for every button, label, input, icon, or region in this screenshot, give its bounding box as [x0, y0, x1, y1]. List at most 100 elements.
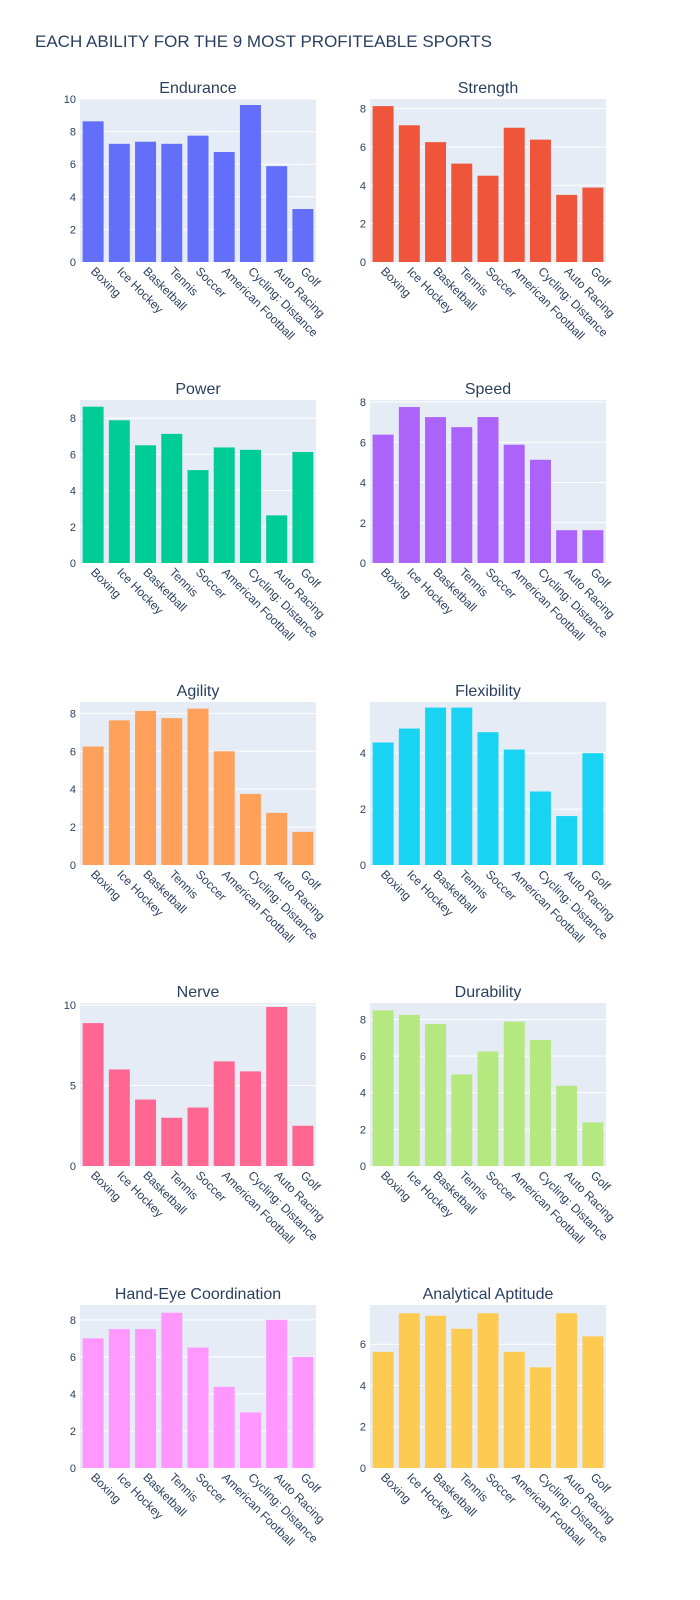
y-tick-label: 10 [64, 94, 76, 106]
bar [239, 793, 261, 865]
bar [82, 746, 104, 865]
bar [82, 1023, 104, 1166]
y-tick-label: 2 [70, 224, 76, 236]
bar [266, 1319, 288, 1468]
y-tick-label: 8 [70, 708, 76, 720]
bar [503, 1351, 525, 1468]
bar [477, 1051, 499, 1166]
bar [292, 1125, 314, 1166]
bar [239, 449, 261, 563]
bar [108, 720, 130, 865]
y-tick-label: 0 [70, 558, 76, 570]
bar [108, 1329, 130, 1468]
bar [398, 1313, 420, 1468]
bar [477, 417, 499, 563]
subplot-title: Durability [455, 984, 522, 1001]
bar [292, 1356, 314, 1468]
y-tick-label: 6 [70, 449, 76, 461]
subplot-title: Nerve [177, 984, 220, 1001]
bar [213, 1386, 235, 1468]
y-tick-label: 5 [70, 1081, 76, 1093]
bar [161, 433, 183, 563]
bar [582, 1122, 604, 1166]
bar [213, 1061, 235, 1166]
subplot-title: Speed [465, 381, 511, 398]
bar [292, 831, 314, 865]
bar [82, 1338, 104, 1468]
y-tick-label: 6 [360, 1051, 366, 1063]
bar [425, 142, 447, 262]
bar [135, 1099, 157, 1166]
y-tick-label: 4 [360, 1088, 366, 1100]
subplot-title: Agility [177, 683, 220, 700]
y-tick-label: 6 [70, 1352, 76, 1364]
y-tick-label: 4 [360, 748, 366, 760]
bar [213, 447, 235, 563]
bar [503, 749, 525, 865]
bar [425, 417, 447, 563]
y-tick-label: 4 [360, 180, 366, 192]
bar [582, 1336, 604, 1468]
bar [556, 1313, 578, 1468]
bar [266, 166, 288, 262]
bar [477, 175, 499, 262]
y-tick-label: 0 [360, 860, 366, 872]
bar [398, 407, 420, 563]
y-tick-label: 0 [360, 558, 366, 570]
y-tick-label: 4 [360, 478, 366, 490]
bar [213, 151, 235, 262]
y-tick-label: 0 [70, 1161, 76, 1173]
bar [556, 530, 578, 563]
bar [529, 1367, 551, 1468]
bar [398, 1014, 420, 1166]
y-tick-label: 8 [70, 127, 76, 139]
y-tick-label: 4 [70, 486, 76, 498]
bar [239, 1412, 261, 1468]
bar [135, 445, 157, 563]
bar [529, 139, 551, 262]
y-tick-label: 0 [70, 1463, 76, 1475]
bar [398, 728, 420, 865]
y-tick-label: 2 [70, 522, 76, 534]
y-tick-label: 8 [70, 1315, 76, 1327]
y-tick-label: 8 [360, 397, 366, 409]
bar [239, 105, 261, 262]
y-tick-label: 2 [70, 822, 76, 834]
bar [135, 141, 157, 262]
bar [161, 718, 183, 865]
bar [82, 406, 104, 563]
y-tick-label: 6 [360, 437, 366, 449]
y-tick-label: 6 [70, 159, 76, 171]
bar [372, 1010, 394, 1166]
bar [556, 816, 578, 865]
y-tick-label: 2 [360, 219, 366, 231]
y-tick-label: 2 [360, 1124, 366, 1136]
y-tick-label: 2 [360, 1422, 366, 1434]
y-tick-label: 4 [360, 1380, 366, 1392]
y-tick-label: 6 [360, 142, 366, 154]
bar [372, 742, 394, 865]
bar [529, 791, 551, 865]
y-tick-label: 0 [360, 257, 366, 269]
bar [398, 125, 420, 263]
subplot-title: Power [175, 381, 221, 398]
subplot-title: Strength [458, 80, 518, 97]
bar [135, 1329, 157, 1468]
subplot-title: Analytical Aptitude [423, 1286, 554, 1303]
bar [556, 1085, 578, 1166]
bar [82, 121, 104, 262]
bar [503, 127, 525, 262]
page-title: EACH ABILITY FOR THE 9 MOST PROFITEABLE … [35, 32, 492, 51]
y-tick-label: 4 [70, 192, 76, 204]
bar [503, 444, 525, 563]
subplot-title: Endurance [159, 80, 236, 97]
bar [503, 1021, 525, 1166]
bar [451, 1074, 473, 1166]
